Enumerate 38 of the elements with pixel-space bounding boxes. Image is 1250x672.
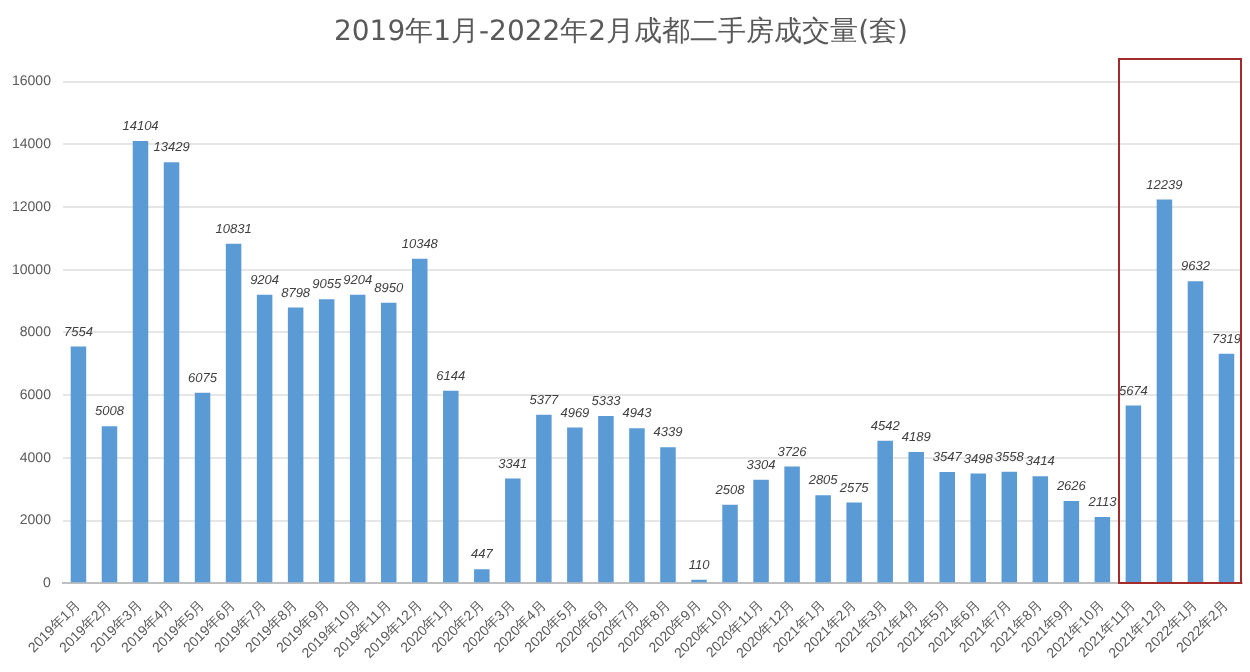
bar (1218, 353, 1235, 583)
bar (1032, 476, 1049, 583)
bar (1063, 500, 1080, 583)
bar (970, 473, 987, 583)
bar (629, 428, 645, 583)
bar (194, 392, 211, 583)
bar (287, 307, 304, 583)
bar (505, 478, 521, 583)
bar (753, 479, 769, 583)
bar (132, 141, 149, 583)
bar (877, 440, 893, 583)
bar (722, 504, 738, 583)
bar (256, 294, 273, 583)
chart-title: 2019年1月-2022年2月成都二手房成交量(套) (333, 16, 909, 49)
bar (660, 447, 676, 583)
bar (939, 472, 955, 583)
bar (908, 451, 924, 583)
bar (70, 346, 87, 583)
bar (380, 302, 397, 583)
bar (101, 426, 118, 583)
bar (784, 466, 800, 583)
bar (1001, 471, 1018, 583)
bar (318, 299, 335, 583)
bar (225, 243, 242, 583)
bar (1094, 517, 1111, 583)
bar (815, 495, 831, 583)
bar (443, 390, 459, 583)
bar (1187, 281, 1204, 583)
bar (474, 569, 490, 583)
bar (163, 162, 180, 583)
bar (846, 502, 862, 583)
bar (1156, 199, 1173, 583)
bar (412, 258, 428, 583)
bar (349, 294, 366, 583)
bar (598, 416, 614, 583)
bar (567, 427, 583, 583)
bar (536, 414, 552, 583)
bar (1125, 405, 1142, 583)
